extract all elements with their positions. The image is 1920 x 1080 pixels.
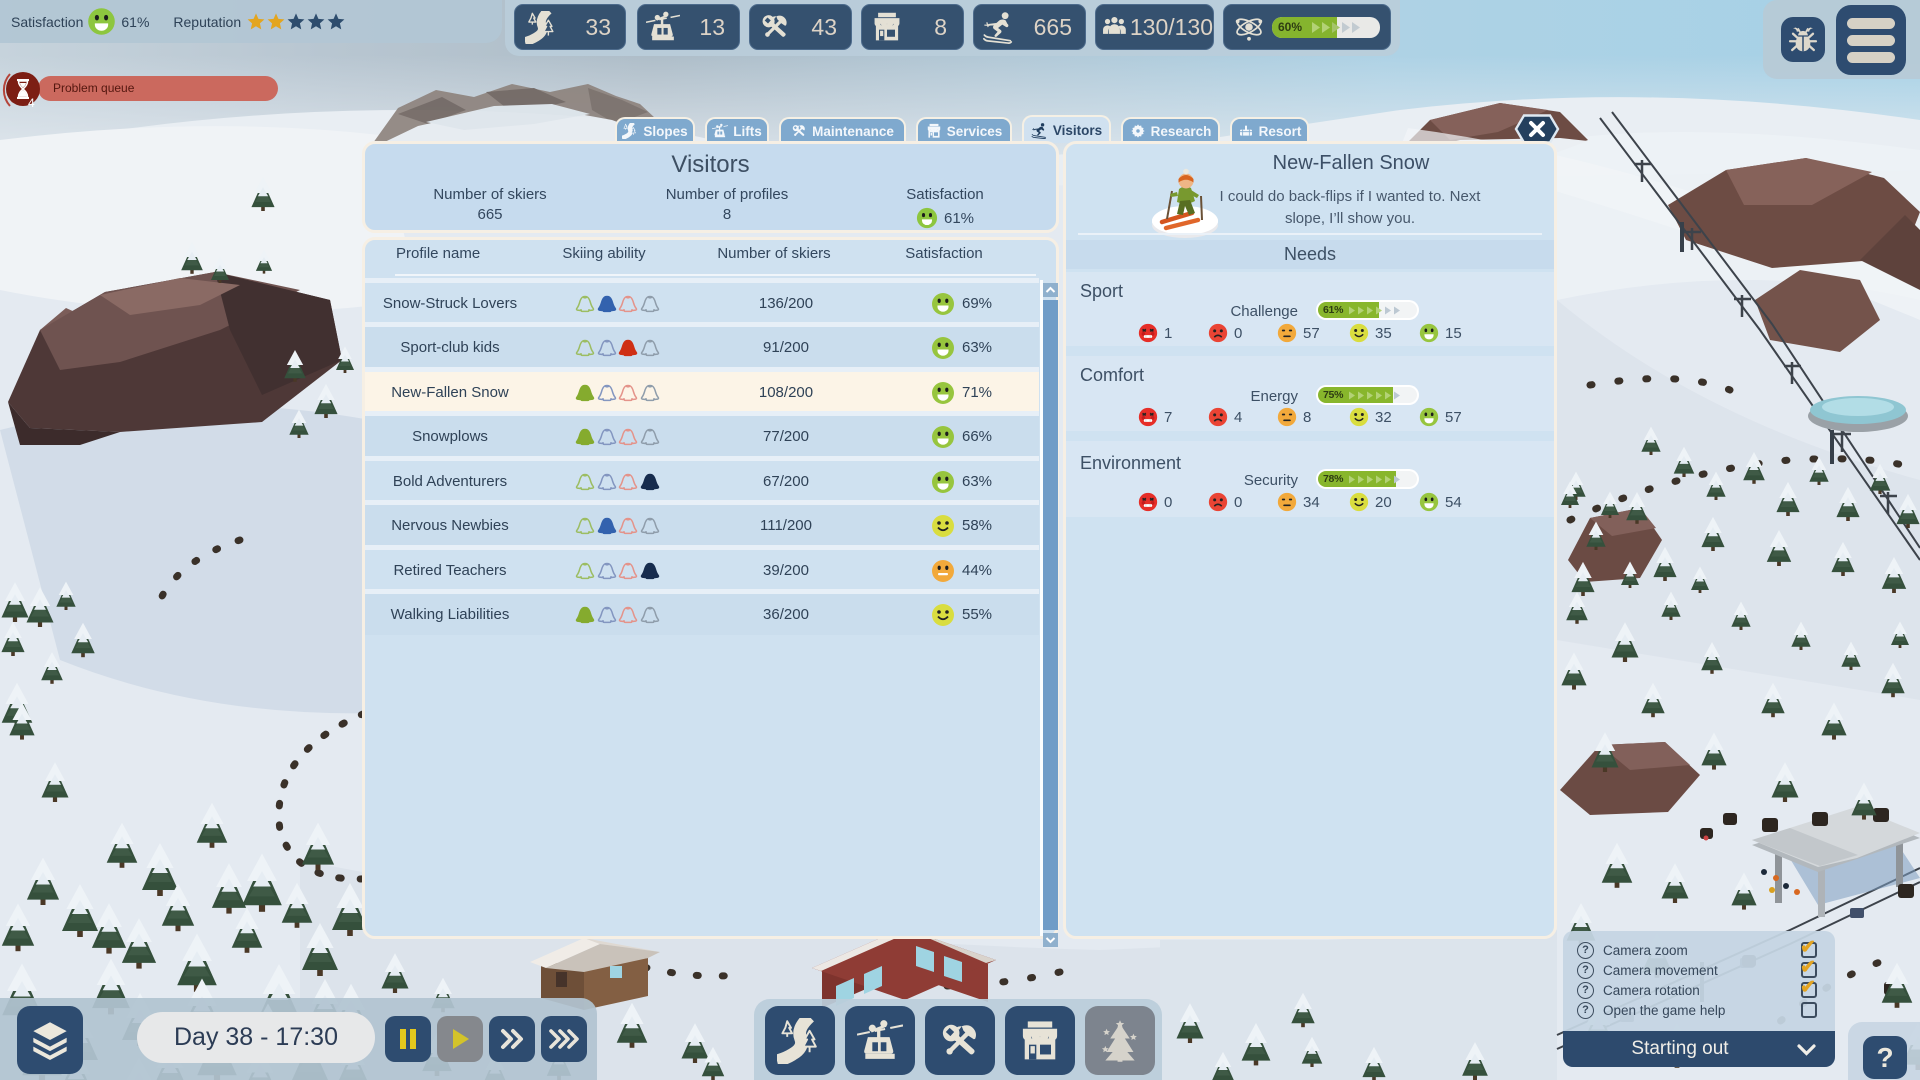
svg-text:4: 4 [28, 96, 35, 110]
